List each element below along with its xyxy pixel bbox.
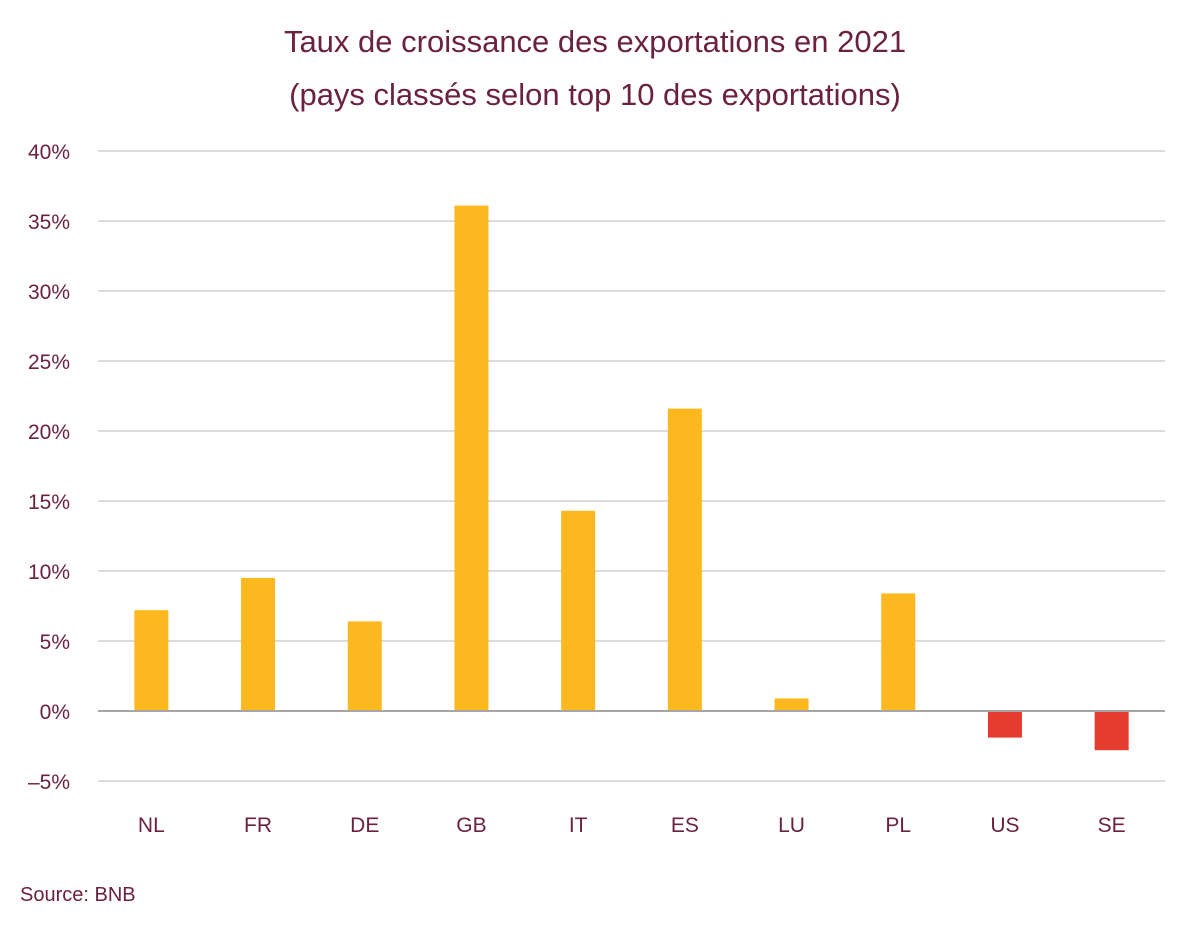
bar-es: [667, 408, 702, 711]
y-tick-label: 25%: [28, 351, 70, 374]
source-note: Source: BNB: [20, 884, 136, 906]
y-tick-label: 35%: [28, 211, 70, 234]
bar-se: [1094, 711, 1129, 751]
bar-nl: [134, 610, 169, 711]
bar-pl: [881, 593, 916, 711]
x-tick-label: GB: [456, 814, 486, 837]
bar-lu: [774, 698, 809, 711]
y-tick-label: 30%: [28, 281, 70, 304]
bar-us: [987, 711, 1022, 738]
chart-title: Taux de croissance des exportations en 2…: [283, 24, 907, 59]
y-tick-label: 40%: [28, 141, 70, 164]
x-tick-label: PL: [885, 814, 911, 837]
bar-gb: [454, 205, 489, 711]
y-tick-label: 15%: [28, 491, 70, 514]
y-tick-label: 0%: [40, 701, 70, 724]
x-tick-label: SE: [1098, 814, 1126, 837]
y-tick-label: –5%: [28, 771, 70, 794]
bar-fr: [241, 578, 276, 711]
y-tick-label: 10%: [28, 561, 70, 584]
bar-de: [347, 621, 382, 711]
y-tick-label: 20%: [28, 421, 70, 444]
y-tick-label: 5%: [40, 631, 70, 654]
x-tick-label: IT: [569, 814, 588, 837]
x-tick-label: LU: [778, 814, 805, 837]
chart-subtitle: (pays classés selon top 10 des exportati…: [289, 77, 901, 112]
x-tick-label: NL: [138, 814, 165, 837]
bar-it: [561, 510, 596, 711]
x-tick-label: DE: [350, 814, 379, 837]
x-tick-label: US: [990, 814, 1019, 837]
x-tick-label: ES: [671, 814, 699, 837]
x-tick-label: FR: [244, 814, 272, 837]
